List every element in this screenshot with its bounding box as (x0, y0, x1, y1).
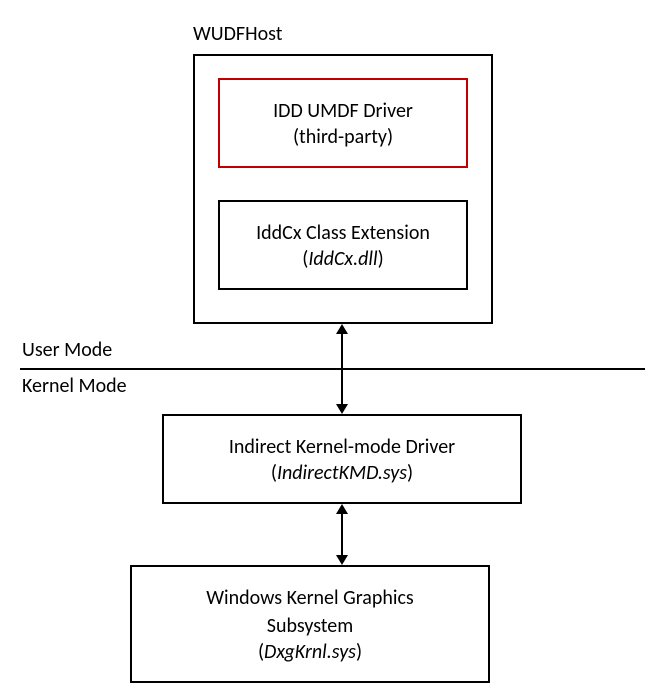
wudfhost-title: WUDFHost (193, 22, 282, 46)
idd-driver-line2: (third-party) (293, 125, 393, 149)
dxgkrnl-line1: Windows Kernel Graphics (206, 584, 414, 612)
arrow-host-to-kmd (332, 324, 352, 414)
idd-umdf-driver-box: IDD UMDF Driver (third-party) (218, 78, 468, 168)
idd-driver-line1: IDD UMDF Driver (273, 97, 413, 125)
arrow-kmd-to-dxgkrnl (332, 504, 352, 565)
iddcx-box: IddCx Class Extension (IddCx.dll) (218, 200, 468, 290)
indirect-kmd-box: Indirect Kernel-mode Driver (IndirectKMD… (162, 414, 522, 504)
iddcx-line1: IddCx Class Extension (256, 219, 430, 247)
iddcx-line2: (IddCx.dll) (302, 247, 383, 271)
dxgkrnl-line3: (DxgKrnl.sys) (258, 640, 362, 664)
dxgkrnl-line2: Subsystem (267, 612, 353, 640)
kernel-mode-label: Kernel Mode (22, 374, 127, 398)
user-mode-label: User Mode (22, 338, 112, 362)
dxgkrnl-box: Windows Kernel Graphics Subsystem (DxgKr… (130, 565, 490, 683)
indirect-kmd-line1: Indirect Kernel-mode Driver (229, 433, 455, 461)
indirect-kmd-line2: (IndirectKMD.sys) (271, 461, 413, 485)
